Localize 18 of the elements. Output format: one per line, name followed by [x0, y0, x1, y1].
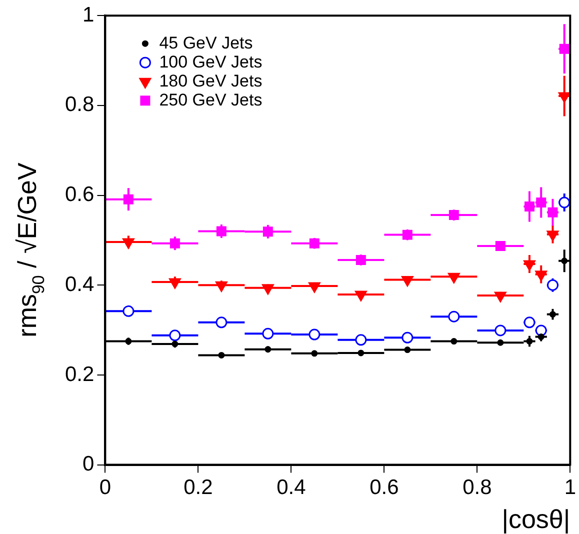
y-tick-label: 0.6 — [64, 183, 94, 206]
x-tick-label: 0 — [99, 476, 112, 500]
y-tick-label: 0 — [82, 452, 94, 476]
y-tick-label: 0.2 — [64, 362, 94, 386]
y-axis-title: rms90 / √E/GeV — [12, 162, 48, 338]
legend-label: 100 GeV Jets — [159, 52, 262, 72]
x-tick-label: 1 — [564, 476, 576, 500]
y-tick-label: 0.8 — [64, 93, 94, 116]
x-tick-label: 0.2 — [184, 476, 213, 500]
legend-label: 180 GeV Jets — [159, 71, 262, 90]
legend-label: 45 GeV Jets — [159, 33, 253, 52]
x-axis-title: |cosθ| — [502, 504, 570, 534]
legend-label: 250 GeV Jets — [159, 90, 262, 110]
x-tick-label: 0.4 — [276, 476, 306, 500]
y-tick-label: 1 — [82, 3, 94, 26]
y-tick-label: 0.4 — [64, 272, 95, 296]
x-tick-label: 0.8 — [462, 476, 492, 500]
x-tick-label: 0.6 — [370, 476, 399, 500]
